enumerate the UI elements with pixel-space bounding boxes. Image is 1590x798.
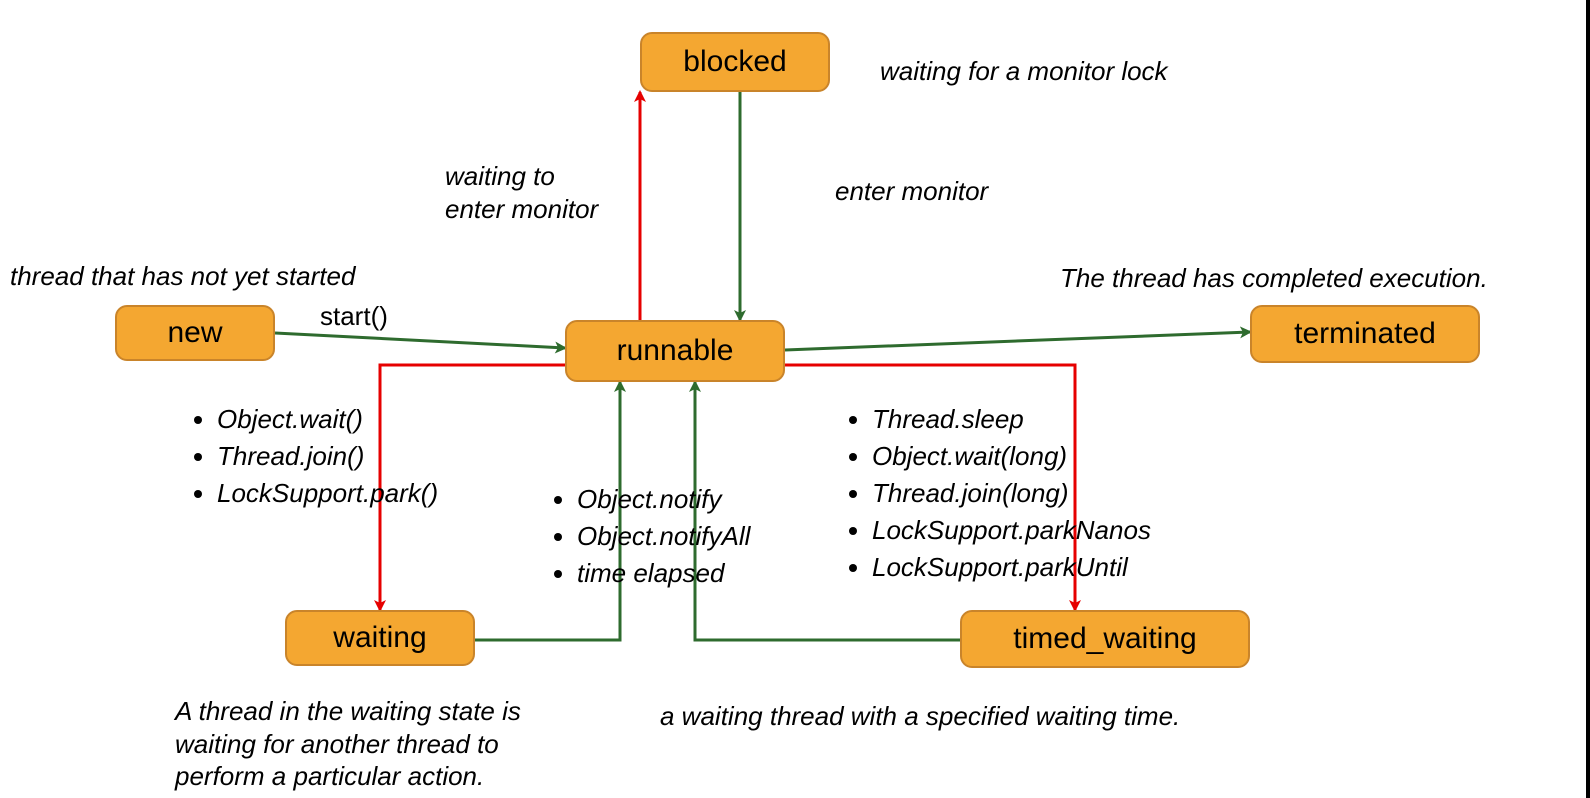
bullet-to-timed-1: Object.wait(long) — [872, 439, 1151, 474]
node-blocked: blocked — [640, 32, 830, 92]
bullet-to-waiting-0: Object.wait() — [217, 402, 438, 437]
node-new: new — [115, 305, 275, 361]
node-timed-label: timed_waiting — [1013, 622, 1196, 656]
label-waiting-desc: A thread in the waiting state is waiting… — [175, 695, 521, 793]
bullets-to-timed: Thread.sleepObject.wait(long)Thread.join… — [850, 400, 1151, 587]
node-runnable: runnable — [565, 320, 785, 382]
bullets-to-waiting: Object.wait()Thread.join()LockSupport.pa… — [195, 400, 438, 513]
bullets-to-waiting-list: Object.wait()Thread.join()LockSupport.pa… — [195, 402, 438, 511]
bullets-to-runnable: Object.notifyObject.notifyAlltime elapse… — [555, 480, 750, 593]
bullet-to-waiting-2: LockSupport.park() — [217, 476, 438, 511]
label-terminated-desc: The thread has completed execution. — [1060, 262, 1488, 295]
node-runnable-label: runnable — [617, 334, 734, 368]
right-border — [1586, 0, 1590, 798]
node-terminated: terminated — [1250, 305, 1480, 363]
bullet-to-timed-3: LockSupport.parkNanos — [872, 513, 1151, 548]
bullet-to-timed-0: Thread.sleep — [872, 402, 1151, 437]
diagram-canvas: new blocked runnable terminated waiting … — [0, 0, 1590, 798]
bullet-to-waiting-1: Thread.join() — [217, 439, 438, 474]
label-new-desc: thread that has not yet started — [10, 260, 355, 293]
bullet-to-runnable-0: Object.notify — [577, 482, 750, 517]
bullet-to-runnable-1: Object.notifyAll — [577, 519, 750, 554]
edge-new-to-runnable — [275, 333, 565, 348]
label-start: start() — [320, 300, 388, 333]
node-waiting: waiting — [285, 610, 475, 666]
node-terminated-label: terminated — [1294, 317, 1436, 351]
bullets-to-runnable-list: Object.notifyObject.notifyAlltime elapse… — [555, 482, 750, 591]
bullet-to-timed-2: Thread.join(long) — [872, 476, 1151, 511]
label-waiting-to-enter: waiting to enter monitor — [445, 160, 598, 225]
label-blocked-desc: waiting for a monitor lock — [880, 55, 1168, 88]
edges-layer — [0, 0, 1590, 798]
node-blocked-label: blocked — [683, 45, 786, 79]
label-timed-desc: a waiting thread with a specified waitin… — [660, 700, 1180, 733]
label-enter-monitor: enter monitor — [835, 175, 988, 208]
edge-runnable-to-terminated — [785, 332, 1250, 350]
bullet-to-runnable-2: time elapsed — [577, 556, 750, 591]
node-new-label: new — [167, 316, 222, 350]
bullet-to-timed-4: LockSupport.parkUntil — [872, 550, 1151, 585]
node-waiting-label: waiting — [333, 621, 426, 655]
node-timed-waiting: timed_waiting — [960, 610, 1250, 668]
bullets-to-timed-list: Thread.sleepObject.wait(long)Thread.join… — [850, 402, 1151, 585]
